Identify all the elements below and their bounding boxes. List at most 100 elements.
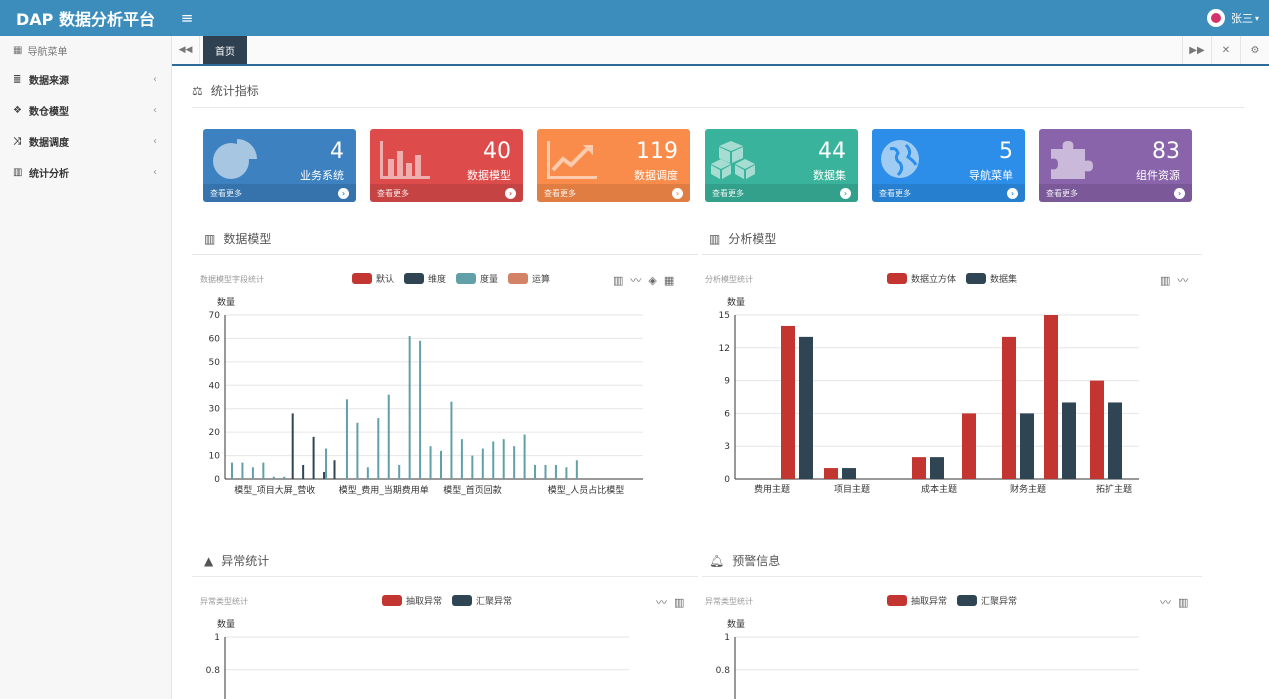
menu-toggle-icon[interactable]: ≡ (180, 9, 194, 27)
chart-bar (323, 471, 326, 479)
tab-home[interactable]: 首页 (203, 36, 247, 64)
chart-subtitle: 异常类型统计 (705, 597, 753, 606)
user-menu[interactable]: 张三 ▾ (1206, 9, 1269, 27)
chart-legend: 默认 维度 度量 运算 (352, 272, 560, 285)
gear-icon[interactable]: ⚙ (1240, 36, 1269, 64)
more-text: 查看更多 (377, 188, 409, 198)
chart-bar (930, 457, 944, 479)
sidebar-item-scheduling[interactable]: ⤨ 数据调度 ‹ (0, 126, 171, 157)
tab-bar: ◀◀ 首页 ▶▶ ✕ ⚙ (172, 36, 1269, 66)
bar-chart-icon[interactable]: ▥ (1178, 595, 1189, 609)
legend-item[interactable]: 运算 (508, 272, 550, 285)
sidebar-item-data-source[interactable]: ≣ 数据来源 ‹ (0, 64, 171, 95)
chart-bar (534, 464, 537, 479)
stat-card-components[interactable]: 83 组件资源 查看更多 › (1039, 129, 1192, 202)
legend-item[interactable]: 抽取异常 (887, 594, 947, 607)
legend-swatch (887, 273, 907, 284)
stat-more-link[interactable]: 查看更多 › (1039, 184, 1192, 202)
legend-item[interactable]: 汇聚异常 (452, 594, 512, 607)
legend-item[interactable]: 数据集 (966, 272, 1017, 285)
line-chart-icon[interactable]: 〰 (1160, 596, 1171, 609)
x-tick-label: 财务主题 (1010, 483, 1046, 495)
tab-scroll-right-icon[interactable]: ▶▶ (1182, 36, 1211, 64)
legend-item[interactable]: 抽取异常 (382, 594, 442, 607)
chevron-left-icon: ‹ (153, 136, 157, 147)
y-axis-label: 数量 (217, 296, 235, 308)
chart-bar (272, 476, 275, 479)
sidebar-item-statistics[interactable]: ▥ 统计分析 ‹ (0, 157, 171, 188)
user-name[interactable]: 张三 (1230, 12, 1253, 25)
panel-divider (702, 254, 1202, 255)
stat-card-data-models[interactable]: 40 数据模型 查看更多 › (370, 129, 523, 202)
legend-item[interactable]: 汇聚异常 (957, 594, 1017, 607)
line-chart-icon[interactable]: 〰 (656, 596, 667, 609)
chart-bar (565, 467, 568, 479)
brand-logo[interactable]: DAP 数据分析平台 (16, 10, 155, 29)
chart-toolbox: 〰 ▥ (649, 594, 684, 610)
chart-bar (450, 401, 453, 479)
bar-chart-icon[interactable]: ▥ (1160, 273, 1171, 287)
top-header: DAP 数据分析平台 ≡ 张三 ▾ (0, 0, 1269, 36)
chart-bar (419, 340, 422, 479)
y-tick-label: 0 (214, 475, 220, 485)
y-tick-label: 20 (209, 428, 221, 438)
stat-more-link[interactable]: 查看更多 › (370, 184, 523, 202)
bar-chart-icon[interactable]: ▥ (613, 273, 624, 287)
database-icon: ≣ (13, 74, 22, 85)
chart-bar (799, 336, 813, 479)
line-chart-icon[interactable]: 〰 (630, 274, 642, 287)
stat-more-link[interactable]: 查看更多 › (872, 184, 1025, 202)
more-text: 查看更多 (544, 188, 576, 198)
bar-chart-icon: ▥ (13, 167, 23, 178)
bar-chart-icon[interactable]: ▥ (674, 595, 685, 609)
legend-label: 数据集 (990, 275, 1018, 285)
chart-bar (492, 441, 495, 479)
chart-bar (575, 460, 578, 479)
chart-bar (502, 439, 505, 479)
legend-item[interactable]: 维度 (404, 272, 446, 285)
legend-swatch (382, 595, 402, 606)
avatar[interactable] (1206, 9, 1225, 27)
chart-bar (544, 464, 547, 479)
y-tick-label: 60 (209, 334, 221, 344)
chart-bar (408, 336, 411, 479)
bar-chart-icon: ▥ (204, 231, 216, 246)
chart-bar (912, 457, 926, 479)
stat-value: 5 (999, 139, 1013, 164)
y-tick-label: 1 (214, 633, 220, 643)
stat-card-business-systems[interactable]: 4 业务系统 查看更多 › (203, 129, 356, 202)
legend-item[interactable]: 度量 (456, 272, 498, 285)
stat-more-link[interactable]: 查看更多 › (203, 184, 356, 202)
grid-icon: ▦ (13, 44, 23, 56)
anomaly-header: ▲ 异常统计 (204, 552, 269, 569)
x-tick-label: 费用主题 (754, 483, 790, 495)
legend-swatch (456, 273, 477, 284)
legend-item[interactable]: 默认 (352, 272, 394, 285)
legend-label: 抽取异常 (406, 597, 443, 607)
caret-down-icon[interactable]: ▾ (1254, 13, 1259, 23)
stat-more-link[interactable]: 查看更多 › (705, 184, 858, 202)
legend-label: 汇聚异常 (476, 597, 513, 607)
line-chart-icon[interactable]: 〰 (1177, 274, 1189, 287)
x-tick-label: 模型_项目大屏_营收 (234, 484, 315, 496)
sidebar-item-warehouse-model[interactable]: ❖ 数仓模型 ‹ (0, 95, 171, 126)
y-tick-label: 9 (724, 377, 730, 387)
chart-bar (398, 464, 401, 479)
tab-scroll-left-icon[interactable]: ◀◀ (172, 36, 200, 64)
legend-label: 抽取异常 (911, 597, 948, 607)
bar-chart-icon: ▥ (709, 231, 721, 246)
y-tick-label: 40 (209, 381, 221, 391)
chart-bar (513, 446, 516, 479)
stat-card-datasets[interactable]: 44 数据集 查看更多 › (705, 129, 858, 202)
data-model-chart: 数量 0 10 20 30 40 50 60 70 模型_项目大屏_营收 模型_费用_当期费用单 模型… (209, 296, 643, 496)
stat-card-nav-menus[interactable]: 5 导航菜单 查看更多 › (872, 129, 1025, 202)
y-tick-label: 15 (719, 311, 730, 321)
arrow-right-icon: › (1174, 187, 1185, 199)
stat-more-link[interactable]: 查看更多 › (537, 184, 690, 202)
sidebar-header: ▦ 导航菜单 (0, 36, 171, 64)
tiled-icon[interactable]: ▦ (663, 273, 675, 287)
legend-item[interactable]: 数据立方体 (887, 272, 956, 285)
stack-icon[interactable]: ◈ (648, 273, 657, 287)
fullscreen-icon[interactable]: ✕ (1211, 36, 1240, 64)
stat-card-data-scheduling[interactable]: 119 数据调度 查看更多 › (537, 129, 690, 202)
